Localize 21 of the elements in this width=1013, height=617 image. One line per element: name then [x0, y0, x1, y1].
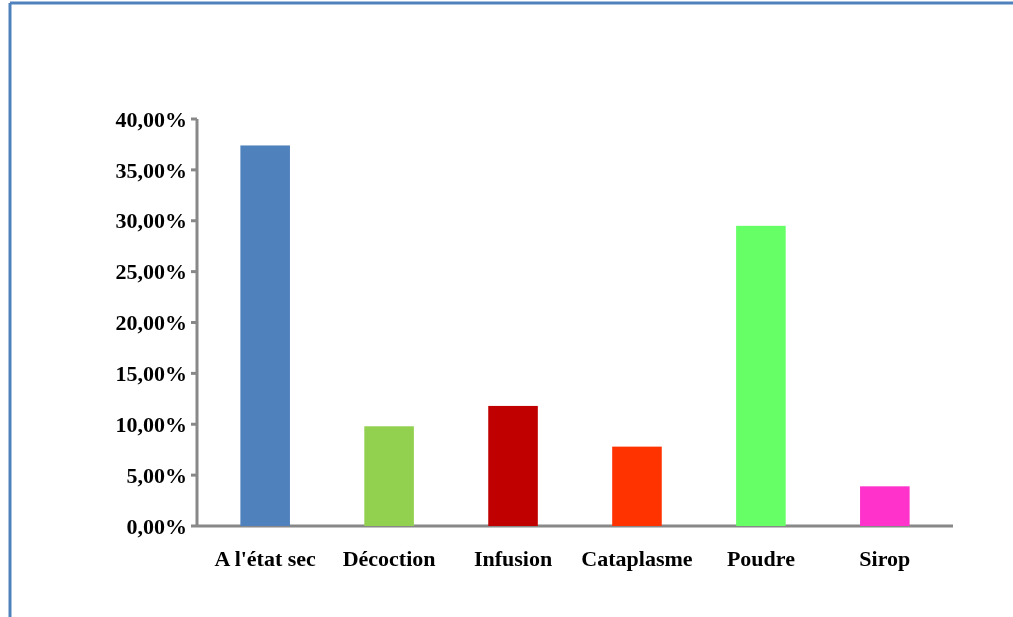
- x-tick-label: Poudre: [726, 546, 796, 571]
- bar: [612, 446, 662, 526]
- x-tick-label: Décoction: [342, 546, 436, 571]
- bar: [488, 405, 538, 526]
- x-tick-label: A l'état sec: [214, 546, 317, 571]
- y-tick-label: 20,00%: [115, 310, 187, 336]
- y-tick-label: 40,00%: [115, 106, 187, 132]
- bar: [364, 426, 414, 526]
- bar: [860, 486, 910, 526]
- bar: [240, 145, 290, 526]
- y-tick-label: 25,00%: [115, 259, 187, 285]
- y-tick-label: 10,00%: [115, 411, 187, 437]
- x-tick-label: Sirop: [859, 546, 911, 571]
- y-tick-label: 35,00%: [115, 157, 187, 183]
- bar: [736, 225, 786, 526]
- x-tick-label: Infusion: [473, 546, 553, 571]
- y-tick-label: 30,00%: [115, 208, 187, 234]
- y-tick-label: 5,00%: [126, 462, 187, 488]
- y-tick-label: 15,00%: [115, 361, 187, 387]
- x-tick-label: Cataplasme: [581, 546, 693, 571]
- y-tick-label: 0,00%: [126, 513, 187, 539]
